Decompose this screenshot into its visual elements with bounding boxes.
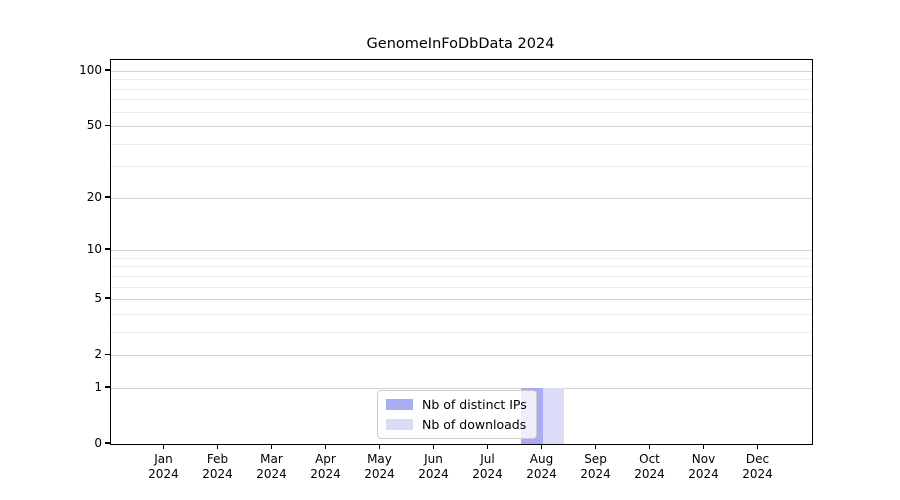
x-tick-mark: [756, 444, 759, 449]
x-tick-month: Jun: [424, 452, 443, 466]
y-major-gridline: [111, 70, 812, 72]
y-major-gridline: [111, 387, 812, 389]
x-tick-month: Mar: [260, 452, 283, 466]
legend-label-downloads: Nb of downloads: [422, 417, 527, 432]
x-tick-month: May: [367, 452, 392, 466]
x-tick-month: Feb: [206, 452, 229, 466]
y-major-gridline: [111, 126, 812, 128]
x-tick-year: 2024: [310, 467, 341, 481]
y-tick-label: 100: [79, 62, 102, 77]
y-tick-mark: [105, 442, 110, 444]
x-tick-label: Jan 2024: [134, 452, 192, 482]
y-tick-mark: [105, 124, 110, 126]
x-tick-mark: [432, 444, 435, 449]
legend-label-distinct-ips: Nb of distinct IPs: [422, 397, 527, 412]
y-tick-label: 2: [94, 347, 102, 362]
x-tick-month: Aug: [529, 452, 554, 466]
legend: Nb of distinct IPs Nb of downloads: [377, 390, 537, 439]
y-minor-gridline: [111, 257, 812, 259]
x-tick-label: Sep 2024: [567, 452, 625, 482]
chart-title: GenomeInFoDbData 2024: [366, 36, 555, 52]
y-minor-gridline: [111, 331, 812, 333]
y-tick-mark: [105, 297, 110, 299]
y-major-gridline: [111, 250, 812, 252]
y-minor-gridline: [111, 88, 812, 90]
y-minor-gridline: [111, 79, 812, 81]
bar-downloads: [542, 387, 565, 444]
x-tick-year: 2024: [634, 467, 665, 481]
y-tick-mark: [105, 353, 110, 355]
y-major-gridline: [111, 299, 812, 301]
y-minor-gridline: [111, 166, 812, 168]
x-tick-month: Apr: [315, 452, 336, 466]
y-tick-mark: [105, 386, 110, 388]
x-tick-year: 2024: [418, 467, 449, 481]
y-tick-mark: [105, 248, 110, 250]
x-tick-mark: [702, 444, 705, 449]
x-tick-mark: [540, 444, 543, 449]
y-tick-label: 50: [86, 118, 102, 133]
x-tick-label: Nov 2024: [675, 452, 733, 482]
x-tick-month: Jan: [154, 452, 173, 466]
x-tick-label: Feb 2024: [188, 452, 246, 482]
y-tick-label: 20: [86, 189, 102, 204]
y-minor-gridline: [111, 275, 812, 277]
x-tick-label: Mar 2024: [242, 452, 300, 482]
x-tick-label: May 2024: [350, 452, 408, 482]
x-tick-year: 2024: [580, 467, 611, 481]
x-tick-mark: [594, 444, 597, 449]
x-tick-mark: [378, 444, 381, 449]
x-tick-label: Jul 2024: [459, 452, 517, 482]
y-tick-label: 5: [94, 291, 102, 306]
legend-item-distinct-ips: Nb of distinct IPs: [386, 397, 527, 412]
x-tick-mark: [270, 444, 273, 449]
x-tick-label: Aug 2024: [513, 452, 571, 482]
y-tick-mark: [105, 69, 110, 71]
x-tick-month: Nov: [691, 452, 716, 466]
x-tick-year: 2024: [364, 467, 395, 481]
x-tick-mark: [486, 444, 489, 449]
x-tick-label: Dec 2024: [729, 452, 787, 482]
y-tick-label: 1: [94, 379, 102, 394]
x-tick-year: 2024: [148, 467, 179, 481]
x-tick-label: Oct 2024: [621, 452, 679, 482]
x-tick-month: Dec: [745, 452, 770, 466]
x-tick-year: 2024: [526, 467, 557, 481]
y-minor-gridline: [111, 111, 812, 113]
y-tick-mark: [105, 196, 110, 198]
y-minor-gridline: [111, 99, 812, 101]
x-tick-mark: [216, 444, 219, 449]
y-tick-label: 0: [94, 436, 102, 450]
x-tick-month: Sep: [584, 452, 607, 466]
x-tick-year: 2024: [472, 467, 503, 481]
x-tick-mark: [162, 444, 165, 449]
x-tick-mark: [324, 444, 327, 449]
y-major-gridline: [111, 355, 812, 357]
legend-swatch-distinct-ips: [386, 399, 413, 410]
grid-layer: [111, 60, 812, 444]
legend-swatch-downloads: [386, 419, 413, 430]
y-major-gridline: [111, 197, 812, 199]
y-minor-gridline: [111, 143, 812, 145]
legend-item-downloads: Nb of downloads: [386, 417, 527, 432]
x-tick-year: 2024: [256, 467, 287, 481]
x-tick-year: 2024: [742, 467, 773, 481]
y-minor-gridline: [111, 313, 812, 315]
y-tick-label: 10: [86, 242, 102, 257]
y-minor-gridline: [111, 266, 812, 268]
x-tick-label: Jun 2024: [404, 452, 462, 482]
y-minor-gridline: [111, 286, 812, 288]
x-tick-month: Oct: [639, 452, 660, 466]
x-tick-year: 2024: [688, 467, 719, 481]
x-tick-label: Apr 2024: [296, 452, 354, 482]
x-tick-mark: [648, 444, 651, 449]
x-tick-month: Jul: [480, 452, 495, 466]
x-tick-year: 2024: [202, 467, 233, 481]
